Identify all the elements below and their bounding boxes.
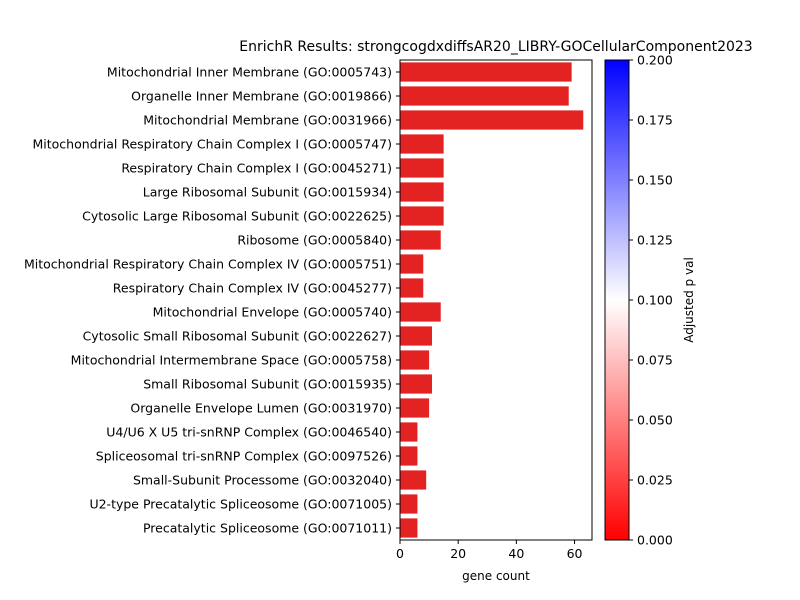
bar xyxy=(400,350,430,370)
category-label: Organelle Inner Membrane (GO:0019866) xyxy=(131,89,392,104)
category-label: Ribosome (GO:0005840) xyxy=(237,233,392,248)
category-label: Organelle Envelope Lumen (GO:0031970) xyxy=(130,401,392,416)
bar xyxy=(400,278,424,298)
bars-group xyxy=(400,62,584,538)
bar xyxy=(400,86,569,106)
x-tick-label: 40 xyxy=(508,546,524,561)
colorbar-label: Adjusted p val xyxy=(682,257,696,343)
colorbar-tick-label: 0.075 xyxy=(637,353,673,368)
x-tick-label: 0 xyxy=(396,546,404,561)
category-label: Mitochondrial Respiratory Chain Complex … xyxy=(33,137,393,152)
colorbar-tick-label: 0.125 xyxy=(637,233,673,248)
colorbar-tick-label: 0.000 xyxy=(637,533,673,548)
colorbar-tick-label: 0.200 xyxy=(637,53,673,68)
bar xyxy=(400,470,427,490)
colorbar-ticks: 0.000 0.025 0.050 0.075 0.100 0.125 0.150 0.175… xyxy=(629,53,673,548)
bar xyxy=(400,110,584,130)
category-label: Small-Subunit Processome (GO:0032040) xyxy=(133,473,392,488)
category-label: U4/U6 X U5 tri-snRNP Complex (GO:0046540… xyxy=(106,425,392,440)
x-tick-label: 60 xyxy=(567,546,583,561)
category-label: Cytosolic Small Ribosomal Subunit (GO:00… xyxy=(83,329,392,344)
bar xyxy=(400,230,441,250)
chart-title: EnrichR Results: strongcogdxdiffsAR20_LI… xyxy=(239,39,752,55)
bar xyxy=(400,398,430,418)
category-label: Respiratory Chain Complex I (GO:0045271) xyxy=(121,161,392,176)
category-label: Spliceosomal tri-snRNP Complex (GO:00975… xyxy=(96,449,392,464)
bar xyxy=(400,182,444,202)
bar xyxy=(400,326,432,346)
colorbar-tick-label: 0.050 xyxy=(637,413,673,428)
category-label: Mitochondrial Respiratory Chain Complex … xyxy=(24,257,392,272)
colorbar-tick-label: 0.100 xyxy=(637,293,673,308)
plot-area-frame xyxy=(399,59,593,541)
category-labels: Mitochondrial Inner Membrane (GO:0005743… xyxy=(24,65,400,536)
category-label: U2-type Precatalytic Spliceosome (GO:007… xyxy=(89,497,392,512)
bar xyxy=(400,494,418,514)
bar xyxy=(400,302,441,322)
category-label: Mitochondrial Inner Membrane (GO:0005743… xyxy=(107,65,392,80)
category-label: Precatalytic Spliceosome (GO:0071011) xyxy=(143,521,392,536)
colorbar-tick-label: 0.150 xyxy=(637,173,673,188)
category-label: Large Ribosomal Subunit (GO:0015934) xyxy=(143,185,392,200)
category-label: Small Ribosomal Subunit (GO:0015935) xyxy=(143,377,392,392)
bar xyxy=(400,422,418,442)
colorbar xyxy=(604,59,630,541)
x-tick-label: 20 xyxy=(450,546,466,561)
bar xyxy=(400,374,432,394)
bar xyxy=(400,158,444,178)
category-label: Respiratory Chain Complex IV (GO:0045277… xyxy=(113,281,392,296)
bar xyxy=(400,206,444,226)
category-label: Mitochondrial Envelope (GO:0005740) xyxy=(153,305,392,320)
category-label: Mitochondrial Intermembrane Space (GO:00… xyxy=(71,353,392,368)
colorbar-tick-label: 0.025 xyxy=(637,473,673,488)
x-axis-label: gene count xyxy=(462,569,530,583)
bar xyxy=(400,134,444,154)
bar xyxy=(400,62,572,82)
bar xyxy=(400,518,418,538)
x-axis-ticks: 0 20 40 60 xyxy=(396,540,583,561)
category-label: Cytosolic Large Ribosomal Subunit (GO:00… xyxy=(82,209,392,224)
category-label: Mitochondrial Membrane (GO:0031966) xyxy=(143,113,392,128)
bar xyxy=(400,254,424,274)
bar xyxy=(400,446,418,466)
colorbar-tick-label: 0.175 xyxy=(637,113,673,128)
